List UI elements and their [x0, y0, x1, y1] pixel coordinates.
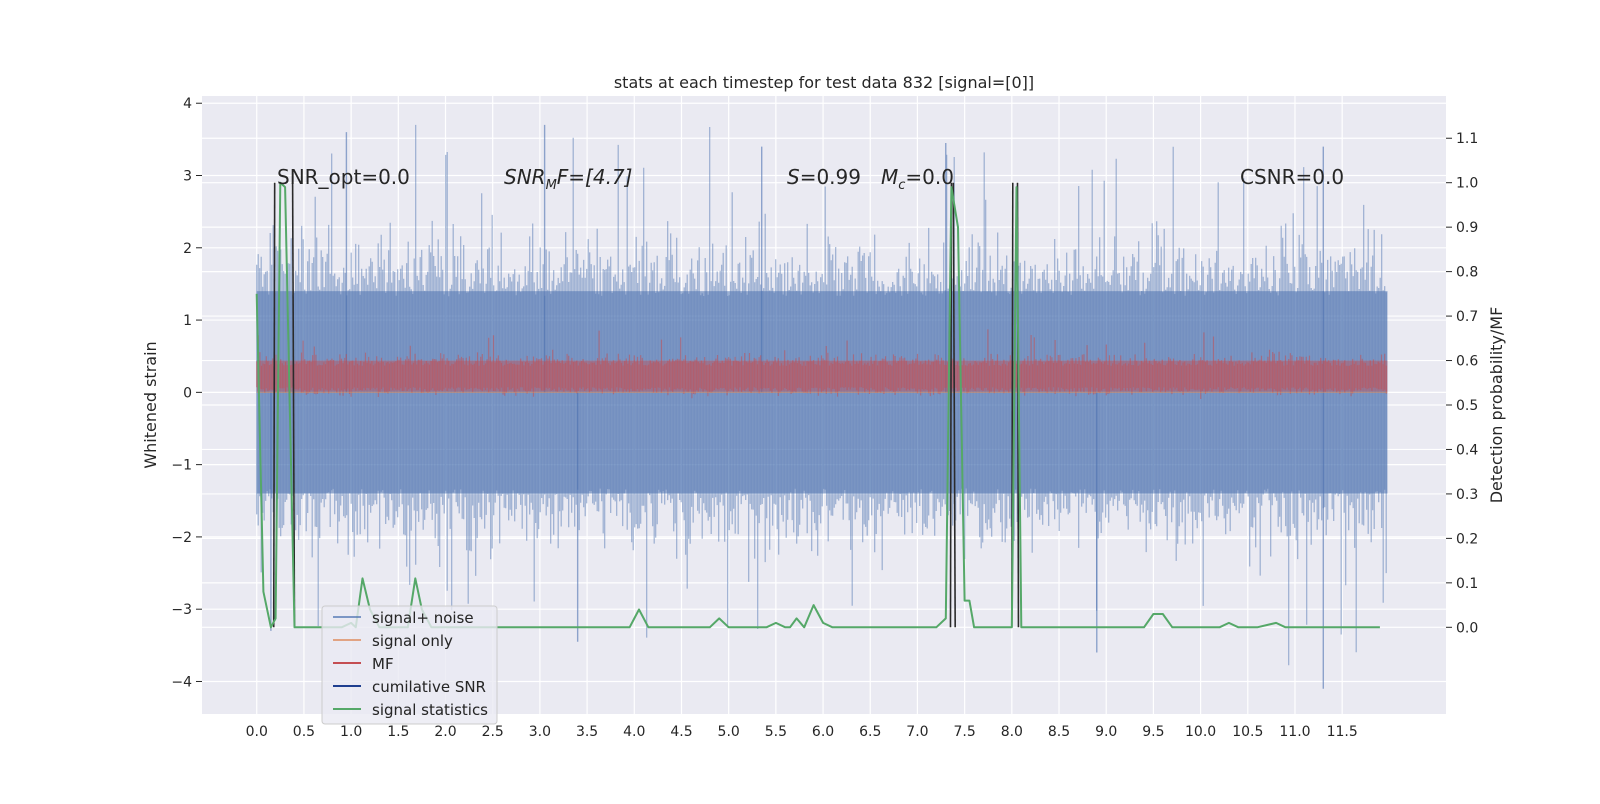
y2-tick-label: 1.0: [1456, 176, 1478, 192]
x-tick-label: 11.0: [1279, 724, 1310, 740]
annotation-snr-mf: SNRMF=[4.7]: [504, 165, 632, 193]
y2-tick-label: 0.0: [1456, 620, 1478, 636]
y2-tick-label: 0.5: [1456, 398, 1478, 414]
x-tick-label: 5.0: [718, 724, 740, 740]
legend-label-signal-noise: signal+ noise: [372, 609, 474, 627]
x-tick-label: 11.5: [1327, 724, 1358, 740]
x-tick-label: 8.0: [1001, 724, 1023, 740]
legend-label-mf: MF: [372, 655, 394, 673]
y2-tick-label: 0.4: [1456, 442, 1478, 458]
legend-ghost-label: signal only: [372, 632, 453, 650]
annotation-s-base: S: [787, 165, 800, 189]
x-tick-label: 4.5: [670, 724, 692, 740]
x-axis-ticks: 0.0 0.5 1.0 1.5 2.0 2.5 3.0 3.5 4.0 4.5 5.0 5.5 6.0 6…: [246, 724, 1358, 740]
x-tick-label: 10.0: [1185, 724, 1216, 740]
y2-tick-label: 0.3: [1456, 487, 1478, 503]
x-tick-label: 7.5: [954, 724, 976, 740]
annotation-s-rest: =0.99: [800, 165, 861, 189]
y-tick-label: −4: [171, 674, 192, 690]
x-tick-label: 2.5: [482, 724, 504, 740]
x-tick-label: 9.5: [1142, 724, 1164, 740]
y2-axis-label: Detection probability/MF: [1487, 307, 1506, 504]
annotation-snr-mf-rest: F=[4.7]: [557, 165, 633, 189]
mf-series: [256, 329, 1388, 399]
y-tick-label: −2: [171, 530, 192, 546]
y2-tick-label: 0.1: [1456, 576, 1478, 592]
annotation-csnr: CSNR=0.0: [1240, 165, 1344, 189]
annotation-snr-mf-sub: M: [546, 178, 557, 193]
legend-ghost-label: cumilative SNR: [372, 678, 486, 696]
x-tick-label: 9.0: [1095, 724, 1117, 740]
y2-axis-ticks: 0.0 0.1 0.2 0.3 0.4 0.5 0.6 0.7 0.8 0.9 1.0 1.1: [1446, 131, 1478, 636]
x-tick-label: 3.5: [576, 724, 598, 740]
cumulative-snr-segment: [272, 182, 276, 628]
x-tick-label: 2.0: [434, 724, 456, 740]
x-tick-label: 1.0: [340, 724, 362, 740]
y-axis-label: Whitened strain: [141, 341, 160, 468]
legend: signal+ noise signal only MF cumilative …: [321, 605, 498, 725]
annotation-snr-opt: SNR_opt=0.0: [277, 165, 410, 189]
x-tick-label: 10.5: [1232, 724, 1263, 740]
signal-statistics-line: [255, 181, 1380, 629]
legend-label-cumulative-snr: cumilative SNR: [372, 678, 486, 696]
legend-swatches: [333, 616, 361, 710]
x-tick-label: 4.0: [623, 724, 645, 740]
y-tick-label: 0: [183, 385, 192, 401]
x-tick-label: 1.5: [387, 724, 409, 740]
y-tick-label: 2: [183, 241, 192, 257]
y2-tick-label: 0.7: [1456, 309, 1478, 325]
y-tick-label: 3: [183, 169, 192, 185]
x-tick-label: 8.5: [1048, 724, 1070, 740]
cumulative-snr-series: [272, 182, 1020, 628]
y-axis-ticks: −4 −3 −2 −1 0 1 2 3 4: [171, 96, 202, 690]
annotation-mc-rest: =0.0: [905, 165, 954, 189]
legend-box: [321, 605, 498, 725]
legend-ghost-label: signal statistics: [372, 701, 488, 719]
x-tick-label: 0.0: [246, 724, 268, 740]
x-tick-label: 5.5: [765, 724, 787, 740]
annotation-mc-base: M: [881, 165, 898, 189]
annotation-s: S=0.99: [787, 165, 861, 189]
x-tick-label: 7.0: [906, 724, 928, 740]
legend-ghost-label: signal+ noise: [372, 609, 474, 627]
signal-statistics-series: [255, 181, 1380, 629]
x-tick-label: 0.5: [293, 724, 315, 740]
legend-ghost-labels: signal+ noise signal only MF cumilative …: [372, 609, 488, 719]
y-tick-label: 4: [183, 96, 192, 112]
annotation-snr-mf-base: SNR: [504, 165, 546, 189]
legend-label-signal-statistics: signal statistics: [372, 701, 488, 719]
y2-tick-label: 0.9: [1456, 220, 1478, 236]
x-tick-label: 3.0: [529, 724, 551, 740]
mf-spikes: [256, 329, 1387, 399]
y-tick-label: −3: [171, 602, 192, 618]
y2-tick-label: 1.1: [1456, 131, 1478, 147]
chart-title: stats at each timestep for test data 832…: [614, 73, 1034, 92]
annotations: SNR_opt=0.0 SNRMF=[4.7] S=0.99 Mc=0.0 CS…: [277, 165, 1344, 193]
y2-tick-label: 0.2: [1456, 531, 1478, 547]
y2-tick-label: 0.8: [1456, 265, 1478, 281]
y-tick-label: 1: [183, 313, 192, 329]
annotation-mc: Mc=0.0: [881, 165, 954, 193]
cumulative-snr-segment: [952, 182, 956, 628]
legend-ghost-label: MF: [372, 655, 394, 673]
y-tick-label: −1: [171, 458, 192, 474]
legend-label-signal-only: signal only: [372, 632, 453, 650]
cumulative-snr-segment: [291, 182, 296, 628]
x-tick-label: 6.5: [859, 724, 881, 740]
annotation-mc-sub: c: [898, 178, 905, 193]
y2-tick-label: 0.6: [1456, 354, 1478, 370]
x-tick-label: 6.0: [812, 724, 834, 740]
